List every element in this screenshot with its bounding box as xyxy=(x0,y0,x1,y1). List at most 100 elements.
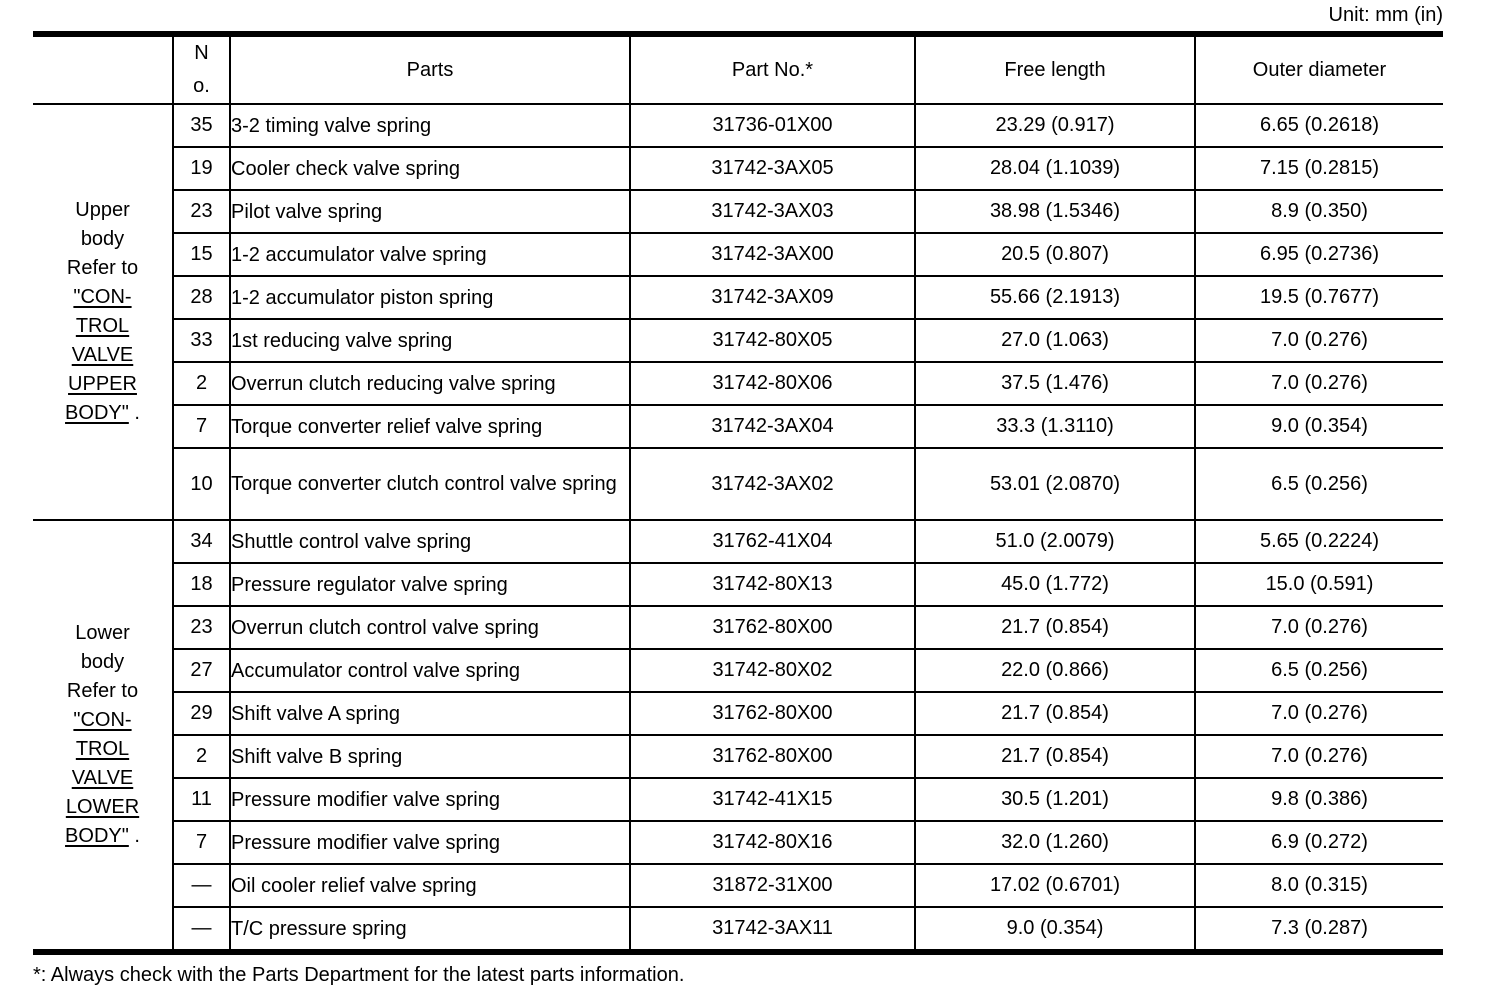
cell-free-length: 37.5 (1.476) xyxy=(914,361,1196,406)
cell-parts: Pressure modifier valve spring xyxy=(229,777,631,822)
cell-parts: Accumulator control valve spring xyxy=(229,648,631,693)
cell-no: 19 xyxy=(172,146,231,191)
cell-free-length: 21.7 (0.854) xyxy=(914,605,1196,650)
cell-free-length: 38.98 (1.5346) xyxy=(914,189,1196,234)
cell-part-no: 31736-01X00 xyxy=(629,103,916,148)
cell-parts: Overrun clutch reducing valve spring xyxy=(229,361,631,406)
control-valve-lower-body-link[interactable]: "CON- TROL VALVE LOWER BODY" xyxy=(65,709,140,847)
cell-part-no: 31742-3AX03 xyxy=(629,189,916,234)
group-lower-suffix: . xyxy=(128,825,140,847)
cell-part-no: 31742-3AX04 xyxy=(629,404,916,449)
cell-parts: T/C pressure spring xyxy=(229,906,631,953)
cell-parts: Torque converter clutch control valve sp… xyxy=(229,447,631,521)
cell-free-length: 17.02 (0.6701) xyxy=(914,863,1196,908)
table-row: Lower body Refer to "CON- TROL VALVE LOW… xyxy=(33,519,1443,953)
table-row: 28 1-2 accumulator piston spring 31742-3… xyxy=(33,275,1443,320)
cell-part-no: 31742-80X06 xyxy=(629,361,916,406)
cell-parts: Pressure regulator valve spring xyxy=(229,562,631,607)
header-free-length: Free length xyxy=(914,33,1196,105)
cell-part-no: 31742-3AX11 xyxy=(629,906,916,953)
cell-outer-diameter: 6.65 (0.2618) xyxy=(1194,103,1443,148)
cell-parts: Shuttle control valve spring xyxy=(229,519,631,564)
cell-parts: Torque converter relief valve spring xyxy=(229,404,631,449)
cell-free-length: 51.0 (2.0079) xyxy=(914,519,1196,564)
cell-outer-diameter: 8.0 (0.315) xyxy=(1194,863,1443,908)
group-lower-text: Lower body Refer to xyxy=(66,622,139,702)
cell-no: — xyxy=(172,906,231,953)
cell-outer-diameter: 7.0 (0.276) xyxy=(1194,734,1443,779)
header-no-label: No. xyxy=(193,42,210,97)
control-valve-upper-body-link[interactable]: "CON- TROL VALVE UPPER BODY" xyxy=(65,286,137,424)
table-row: 11 Pressure modifier valve spring 31742-… xyxy=(33,777,1443,822)
cell-outer-diameter: 7.0 (0.276) xyxy=(1194,605,1443,650)
table-row: 7 Torque converter relief valve spring 3… xyxy=(33,404,1443,449)
table-row: 27 Accumulator control valve spring 3174… xyxy=(33,648,1443,693)
cell-outer-diameter: 7.0 (0.276) xyxy=(1194,318,1443,363)
group-upper-suffix: . xyxy=(128,402,140,424)
table-row: 18 Pressure regulator valve spring 31742… xyxy=(33,562,1443,607)
spring-specifications-table: No. Parts Part No.* Free length Outer di… xyxy=(33,31,1443,955)
unit-label: Unit: mm (in) xyxy=(1328,4,1443,26)
cell-no: 2 xyxy=(172,734,231,779)
cell-parts: 1st reducing valve spring xyxy=(229,318,631,363)
group-upper-text: Upper body Refer to xyxy=(66,199,139,279)
cell-outer-diameter: 9.8 (0.386) xyxy=(1194,777,1443,822)
cell-part-no: 31742-3AX00 xyxy=(629,232,916,277)
group-cell-upper-body: Upper body Refer to "CON- TROL VALVE UPP… xyxy=(33,103,174,521)
cell-part-no: 31742-3AX09 xyxy=(629,275,916,320)
cell-free-length: 9.0 (0.354) xyxy=(914,906,1196,953)
cell-part-no: 31872-31X00 xyxy=(629,863,916,908)
table-row: Upper body Refer to "CON- TROL VALVE UPP… xyxy=(33,103,1443,521)
footnote: *: Always check with the Parts Departmen… xyxy=(33,964,685,986)
cell-no: 28 xyxy=(172,275,231,320)
cell-outer-diameter: 7.0 (0.276) xyxy=(1194,361,1443,406)
cell-no: 34 xyxy=(172,519,231,564)
table-row: 19 Cooler check valve spring 31742-3AX05… xyxy=(33,146,1443,191)
cell-part-no: 31742-80X02 xyxy=(629,648,916,693)
cell-parts: 1-2 accumulator piston spring xyxy=(229,275,631,320)
cell-part-no: 31742-3AX05 xyxy=(629,146,916,191)
cell-free-length: 55.66 (2.1913) xyxy=(914,275,1196,320)
cell-outer-diameter: 6.5 (0.256) xyxy=(1194,447,1443,521)
cell-free-length: 21.7 (0.854) xyxy=(914,691,1196,736)
table-row: 29 Shift valve A spring 31762-80X00 21.7… xyxy=(33,691,1443,736)
cell-free-length: 22.0 (0.866) xyxy=(914,648,1196,693)
table-header: No. Parts Part No.* Free length Outer di… xyxy=(33,33,1443,105)
table-row: 2 Shift valve B spring 31762-80X00 21.7 … xyxy=(33,734,1443,779)
cell-free-length: 20.5 (0.807) xyxy=(914,232,1196,277)
cell-parts: 1-2 accumulator valve spring xyxy=(229,232,631,277)
table-row: 33 1st reducing valve spring 31742-80X05… xyxy=(33,318,1443,363)
cell-no: 35 xyxy=(172,103,231,148)
cell-parts: Shift valve B spring xyxy=(229,734,631,779)
cell-parts: Cooler check valve spring xyxy=(229,146,631,191)
header-row: No. Parts Part No.* Free length Outer di… xyxy=(33,33,1443,105)
cell-no: 18 xyxy=(172,562,231,607)
cell-outer-diameter: 15.0 (0.591) xyxy=(1194,562,1443,607)
cell-part-no: 31762-80X00 xyxy=(629,605,916,650)
cell-no: 2 xyxy=(172,361,231,406)
cell-no: 33 xyxy=(172,318,231,363)
cell-no: 29 xyxy=(172,691,231,736)
cell-outer-diameter: 5.65 (0.2224) xyxy=(1194,519,1443,564)
cell-parts: Shift valve A spring xyxy=(229,691,631,736)
table-row: 15 1-2 accumulator valve spring 31742-3A… xyxy=(33,232,1443,277)
cell-no: 15 xyxy=(172,232,231,277)
cell-outer-diameter: 6.5 (0.256) xyxy=(1194,648,1443,693)
table-row: 23 Overrun clutch control valve spring 3… xyxy=(33,605,1443,650)
cell-free-length: 21.7 (0.854) xyxy=(914,734,1196,779)
cell-outer-diameter: 19.5 (0.7677) xyxy=(1194,275,1443,320)
header-no: No. xyxy=(172,33,231,105)
cell-part-no: 31742-80X16 xyxy=(629,820,916,865)
cell-part-no: 31762-80X00 xyxy=(629,734,916,779)
cell-outer-diameter: 7.3 (0.287) xyxy=(1194,906,1443,953)
cell-parts: Overrun clutch control valve spring xyxy=(229,605,631,650)
cell-no: 23 xyxy=(172,605,231,650)
table-row: — T/C pressure spring 31742-3AX11 9.0 (0… xyxy=(33,906,1443,953)
cell-free-length: 30.5 (1.201) xyxy=(914,777,1196,822)
table-row: 7 Pressure modifier valve spring 31742-8… xyxy=(33,820,1443,865)
cell-part-no: 31742-3AX02 xyxy=(629,447,916,521)
cell-outer-diameter: 8.9 (0.350) xyxy=(1194,189,1443,234)
cell-free-length: 53.01 (2.0870) xyxy=(914,447,1196,521)
cell-no: 7 xyxy=(172,404,231,449)
